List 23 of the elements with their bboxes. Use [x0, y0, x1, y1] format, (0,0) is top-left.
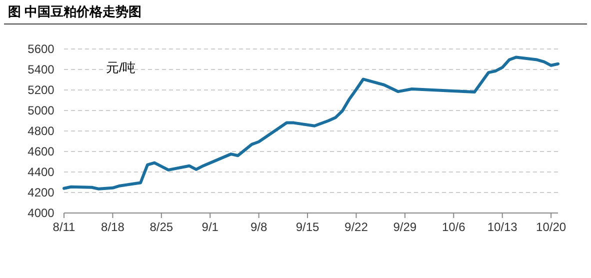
- x-tick-label: 9/15: [296, 220, 320, 234]
- y-tick-label: 4600: [28, 144, 55, 158]
- y-tick-label: 4000: [28, 206, 55, 220]
- x-tick-label: 10/13: [487, 220, 518, 234]
- y-tick-label: 5400: [28, 62, 55, 76]
- x-tick-label: 9/22: [344, 220, 368, 234]
- x-tick-label: 10/6: [442, 220, 466, 234]
- y-tick-label: 5600: [28, 42, 55, 56]
- x-tick-label: 9/29: [393, 220, 417, 234]
- x-tick-label: 9/1: [202, 220, 219, 234]
- y-axis-title: 元/吨: [106, 60, 136, 75]
- x-tick-label: 9/8: [250, 220, 268, 234]
- x-tick-label: 8/18: [101, 220, 125, 234]
- y-tick-label: 4800: [28, 124, 55, 138]
- line-series: [62, 56, 560, 190]
- x-tick-label: 8/25: [150, 220, 174, 234]
- y-tick-label: 5000: [28, 104, 55, 118]
- x-tick-label: 10/20: [536, 220, 566, 234]
- chart-title: 图 中国豆粕价格走势图: [8, 4, 142, 19]
- y-tick-label: 4200: [28, 186, 55, 200]
- y-tick-label: 4400: [28, 165, 55, 179]
- y-tick-label: 5200: [28, 83, 55, 97]
- x-tick-label: 8/11: [52, 220, 76, 234]
